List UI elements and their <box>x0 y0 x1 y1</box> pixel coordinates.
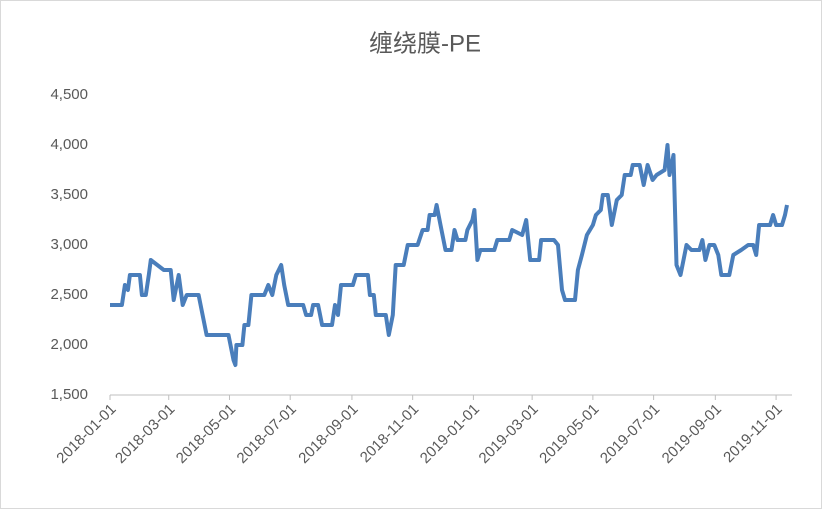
y-tick-label: 4,000 <box>50 136 88 153</box>
y-tick-label: 3,500 <box>50 186 88 203</box>
y-tick-label: 1,500 <box>50 386 88 403</box>
line <box>110 143 789 367</box>
y-tick-label: 2,000 <box>50 336 88 353</box>
y-tick-label: 3,000 <box>50 236 88 253</box>
chart-title: 缠绕膜-PE <box>369 30 481 57</box>
y-tick-label: 4,500 <box>50 86 88 103</box>
y-tick-label: 2,500 <box>50 286 88 303</box>
